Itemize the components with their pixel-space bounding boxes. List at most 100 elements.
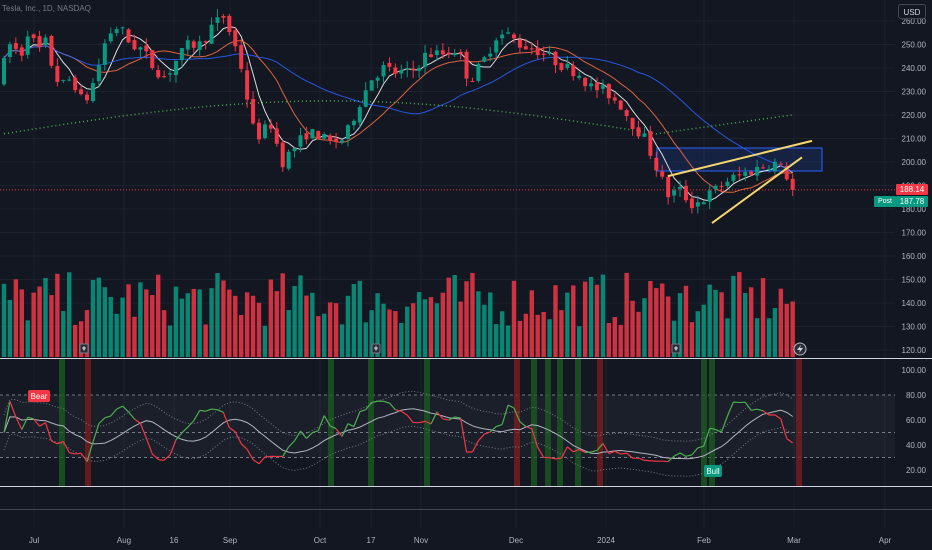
candle-body: [304, 133, 309, 140]
volume-bar: [440, 292, 446, 357]
price-tick-label: 260.00: [902, 17, 927, 26]
candle-body: [660, 171, 665, 177]
volume-bar: [499, 311, 505, 357]
volume-bar: [322, 313, 327, 357]
osc-line-segment: [75, 452, 82, 455]
osc-tick-label: 20.00: [906, 466, 927, 475]
candle-body: [245, 70, 250, 100]
signal-bar: [597, 359, 603, 486]
time-tick-label: Oct: [314, 536, 327, 545]
volume-bar: [233, 295, 238, 357]
osc-tags: Bear Bull: [28, 390, 722, 477]
bull-tag-label: Bull: [706, 467, 720, 476]
candle-body: [612, 97, 617, 101]
flash-icon[interactable]: [793, 342, 807, 356]
volume-bar: [434, 303, 440, 357]
volume-bar: [203, 324, 208, 357]
ma-medium: [3, 40, 793, 193]
candle-body: [511, 34, 516, 39]
osc-line-segment: [667, 455, 675, 463]
earnings-icon[interactable]: [671, 343, 681, 354]
candle-body: [298, 135, 303, 147]
volume-bar: [333, 303, 339, 357]
candle-body: [120, 27, 125, 29]
candle-body: [452, 53, 457, 56]
candle-body: [683, 185, 688, 201]
volume-bar: [665, 296, 671, 357]
volume-bar: [642, 298, 647, 357]
osc-line-segment: [424, 420, 432, 425]
osc-line-segment: [697, 445, 704, 449]
candle-body: [636, 127, 641, 137]
volume-bar: [244, 292, 250, 357]
osc-line-segment: [128, 411, 135, 420]
osc-line-segment: [395, 409, 402, 412]
volume-bar: [660, 283, 665, 357]
osc-line-segment: [300, 430, 307, 439]
candle-body: [233, 30, 238, 47]
osc-line-segment: [181, 426, 189, 434]
candle-body: [725, 181, 730, 187]
price-tick-label: 220.00: [902, 111, 927, 120]
osc-line-segment: [519, 421, 527, 428]
osc-line-segment: [3, 401, 11, 433]
volume-bar: [565, 292, 570, 357]
candle-body: [381, 65, 386, 77]
candle-body: [624, 110, 629, 117]
osc-line-segment: [258, 456, 266, 465]
signal-bar: [368, 359, 374, 486]
candle-body: [470, 80, 475, 82]
candle-body: [13, 43, 18, 49]
osc-line-segment: [726, 401, 734, 417]
candle-body: [778, 163, 783, 165]
candle-body: [772, 161, 777, 171]
volume-bar: [327, 302, 333, 357]
candle-body: [61, 80, 66, 82]
osc-line-segment: [573, 448, 580, 453]
volume-bar: [410, 303, 416, 357]
volume-bar: [588, 276, 594, 357]
volume-bar: [671, 320, 677, 357]
currency-button[interactable]: USD: [898, 4, 926, 19]
price-tick-label: 130.00: [902, 323, 927, 332]
pane-divider-empty[interactable]: [0, 509, 932, 510]
osc-tick-label: 100.00: [902, 366, 927, 375]
candle-body: [173, 60, 178, 76]
dividend-icon[interactable]: [371, 343, 381, 354]
volume-bar: [1, 283, 7, 357]
volume-bar: [179, 298, 185, 357]
volume-bar: [743, 292, 748, 357]
osc-line-segment: [400, 410, 408, 416]
price-tick-label: 160.00: [902, 252, 927, 261]
candle-body: [648, 131, 653, 156]
volume-bar: [505, 325, 511, 357]
volume-bar: [488, 292, 493, 357]
volume-bar: [13, 279, 19, 357]
volume-bar: [612, 317, 617, 357]
flash-icon-bolt: [797, 345, 803, 353]
volume-bar: [446, 277, 451, 357]
candle-body: [43, 37, 48, 46]
osc-line-segment: [673, 452, 681, 457]
candle-body: [49, 35, 54, 66]
candle-body: [553, 51, 558, 66]
candle-body: [19, 47, 24, 56]
earnings-icon[interactable]: [79, 343, 89, 354]
signal-bar: [545, 359, 551, 486]
osc-line-segment: [151, 453, 159, 460]
rising-wedge-lines: [667, 139, 813, 224]
osc-line-segment: [329, 425, 337, 430]
candle-body: [126, 29, 131, 43]
volume-bar: [375, 293, 380, 357]
candle-body: [417, 67, 422, 71]
osc-line-segment: [169, 439, 177, 456]
candle-body: [571, 65, 576, 77]
volume-bar: [173, 286, 179, 357]
osc-line-segment: [175, 432, 183, 441]
volume-bar: [144, 289, 149, 357]
pane-divider-bottom[interactable]: [0, 486, 932, 487]
pane-divider-top[interactable]: [0, 358, 932, 359]
symbol-label[interactable]: Tesla, Inc., 1D, NASDAQ: [2, 4, 91, 13]
candle-body: [292, 148, 297, 152]
